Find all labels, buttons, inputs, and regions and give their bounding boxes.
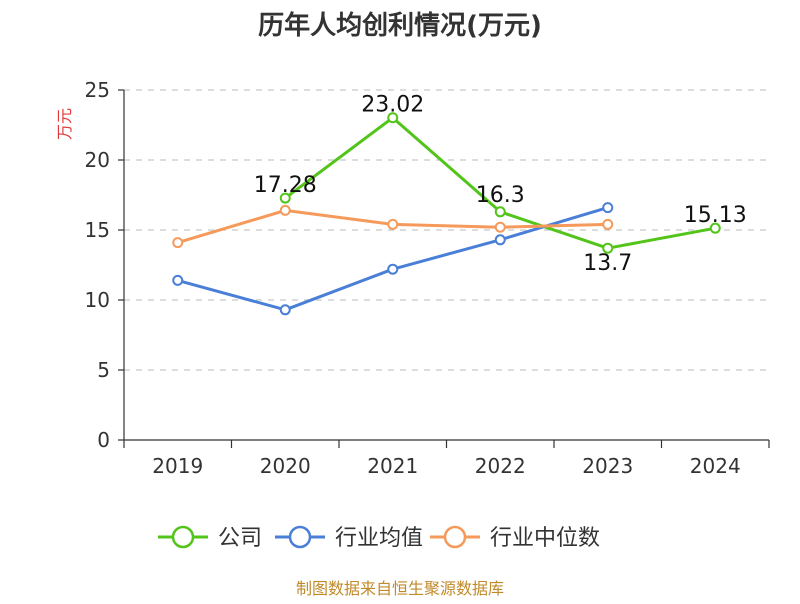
y-tick-label: 20 xyxy=(85,148,110,172)
x-tick-label: 2024 xyxy=(690,454,741,478)
y-tick-label: 10 xyxy=(85,288,110,312)
data-label: 15.13 xyxy=(684,203,747,228)
data-point[interactable] xyxy=(387,263,399,275)
data-point[interactable] xyxy=(709,222,721,234)
legend-label: 行业中位数 xyxy=(490,526,600,551)
source-note: 制图数据来自恒生聚源数据库 xyxy=(296,579,504,598)
y-tick-label: 25 xyxy=(85,78,110,102)
x-tick-label: 2020 xyxy=(260,454,311,478)
data-point[interactable] xyxy=(279,192,291,204)
data-point[interactable] xyxy=(172,274,184,286)
data-point[interactable] xyxy=(494,206,506,218)
axes: 0 5 10 15 20 25 2019 2020 2021 2022 2023 2024 xyxy=(85,78,770,478)
legend-label: 公司 xyxy=(218,526,262,551)
data-point[interactable] xyxy=(279,304,291,316)
y-axis-label: 万元 xyxy=(55,108,74,140)
legend-marker xyxy=(443,525,467,549)
x-tick-label: 2019 xyxy=(152,454,203,478)
legend-item[interactable]: 行业中位数 xyxy=(430,525,600,551)
data-point[interactable] xyxy=(602,202,614,214)
data-labels: 17.28 23.02 16.3 13.7 15.13 xyxy=(254,93,747,276)
data-point[interactable] xyxy=(494,234,506,246)
y-tick-label: 5 xyxy=(97,358,110,382)
data-point[interactable] xyxy=(602,218,614,230)
x-tick-label: 2022 xyxy=(475,454,526,478)
y-tick-label: 15 xyxy=(85,218,110,242)
x-tick-label: 2023 xyxy=(582,454,633,478)
data-point[interactable] xyxy=(172,237,184,249)
legend-item[interactable]: 公司 xyxy=(158,525,262,551)
legend-item[interactable]: 行业均值 xyxy=(275,525,423,551)
data-label: 17.28 xyxy=(254,173,317,198)
data-point[interactable] xyxy=(494,221,506,233)
data-label: 13.7 xyxy=(583,251,632,276)
data-point[interactable] xyxy=(387,112,399,124)
legend[interactable]: 公司 行业均值 行业中位数 xyxy=(158,525,600,551)
data-point[interactable] xyxy=(387,218,399,230)
y-tick-label: 0 xyxy=(97,428,110,452)
legend-marker xyxy=(171,525,195,549)
chart-title: 历年人均创利情况(万元) xyxy=(258,10,542,41)
data-point[interactable] xyxy=(279,204,291,216)
x-tick-label: 2021 xyxy=(367,454,418,478)
data-label: 23.02 xyxy=(361,93,424,118)
series xyxy=(172,112,721,316)
legend-label: 行业均值 xyxy=(335,526,423,551)
data-label: 16.3 xyxy=(476,183,525,208)
data-point[interactable] xyxy=(602,242,614,254)
legend-marker xyxy=(288,525,312,549)
